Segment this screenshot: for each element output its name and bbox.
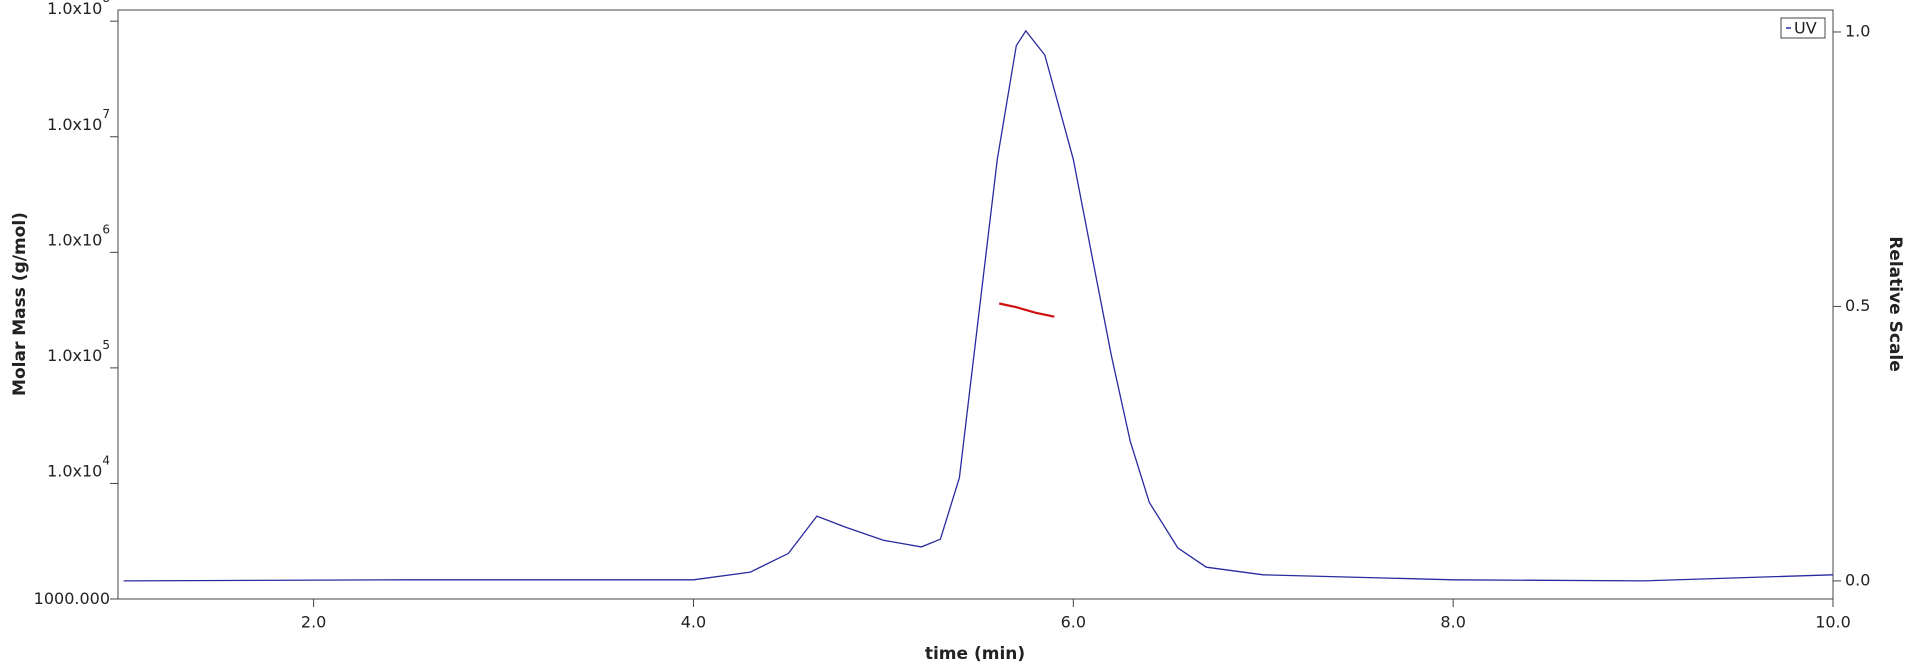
x-tick-label: 10.0: [1815, 613, 1851, 632]
y-tick-label-exponent: 7: [102, 106, 110, 120]
y-tick-label-exponent: 4: [102, 453, 110, 467]
y-axis-label: Molar Mass (g/mol): [10, 212, 30, 396]
legend-label: UV: [1794, 19, 1817, 38]
y2-tick-label: 1.0: [1845, 21, 1870, 40]
x-axis-label: time (min): [925, 644, 1025, 664]
y-tick-label-base: 1.0x10: [47, 461, 102, 480]
y-tick-label-base: 1.0x10: [47, 345, 102, 364]
x-tick-label: 4.0: [681, 613, 706, 632]
y2-axis-label: Relative Scale: [1885, 236, 1905, 372]
y-tick-label: 1.0x108: [47, 0, 110, 18]
legend-box: [1780, 17, 1826, 39]
y-tick-label-exponent: 8: [102, 0, 110, 5]
y-tick-label-base: 1.0x10: [47, 114, 102, 133]
series-line: [123, 29, 1834, 582]
plot-frame: [117, 9, 1834, 600]
y-tick-label: 1.0x107: [47, 106, 110, 133]
series-line: [998, 302, 1055, 318]
y-tick-label: 1.0x104: [47, 453, 110, 480]
y2-tick-label: 0.0: [1845, 570, 1870, 589]
y2-tick-label: 0.5: [1845, 296, 1870, 315]
y-tick-label: 1.0x105: [47, 337, 110, 364]
y-tick-label-exponent: 6: [102, 222, 110, 236]
y-tick-label: 1.0x106: [47, 222, 110, 249]
y-tick-label-base: 1.0x10: [47, 230, 102, 249]
y-tick-label-exponent: 5: [102, 337, 110, 351]
x-tick-label: 6.0: [1061, 613, 1086, 632]
y-tick-label-base: 1.0x10: [47, 0, 102, 18]
x-tick-label: 8.0: [1440, 613, 1465, 632]
y-tick-label-base: 1000.000: [34, 589, 110, 608]
y-tick-label: 1000.000: [34, 589, 110, 608]
x-tick-label: 2.0: [301, 613, 326, 632]
